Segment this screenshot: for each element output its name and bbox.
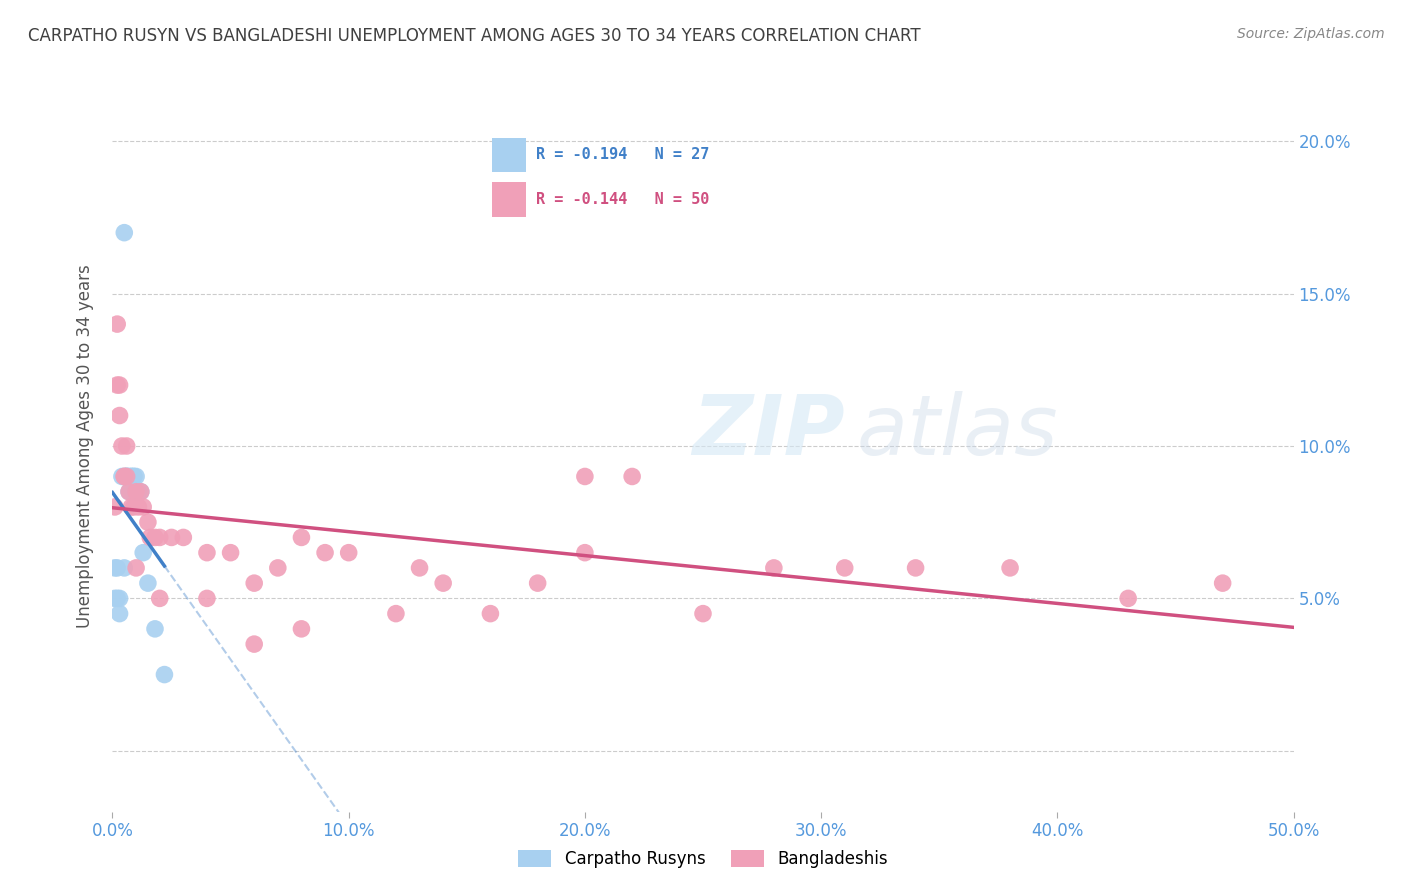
- Point: [104, 591, 127, 606]
- Point: [314, 546, 336, 560]
- Point: [290, 530, 312, 544]
- Point: [290, 622, 312, 636]
- Point: [149, 591, 172, 606]
- Point: [160, 530, 183, 544]
- Point: [105, 317, 128, 331]
- Point: [132, 546, 155, 560]
- Point: [125, 484, 148, 499]
- Point: [105, 378, 128, 392]
- Point: [125, 484, 148, 499]
- Point: [112, 469, 135, 483]
- Point: [149, 530, 172, 544]
- Point: [136, 576, 159, 591]
- Point: [127, 500, 149, 514]
- Point: [112, 226, 135, 240]
- Point: [105, 561, 128, 575]
- Point: [112, 469, 135, 483]
- Point: [385, 607, 408, 621]
- Point: [118, 484, 141, 499]
- Point: [172, 530, 194, 544]
- Point: [574, 546, 596, 560]
- Point: [692, 607, 714, 621]
- Text: ZIP: ZIP: [692, 391, 845, 472]
- Point: [111, 469, 134, 483]
- Point: [115, 469, 138, 483]
- Point: [195, 591, 218, 606]
- Point: [219, 546, 242, 560]
- Point: [143, 622, 166, 636]
- Point: [479, 607, 502, 621]
- Point: [122, 469, 145, 483]
- Point: [108, 591, 131, 606]
- Point: [998, 561, 1021, 575]
- Point: [122, 469, 145, 483]
- Point: [337, 546, 360, 560]
- Point: [762, 561, 785, 575]
- Point: [127, 484, 149, 499]
- Point: [104, 500, 127, 514]
- Point: [243, 637, 266, 651]
- Point: [243, 576, 266, 591]
- Point: [904, 561, 927, 575]
- Point: [111, 439, 134, 453]
- Point: [195, 546, 218, 560]
- Text: CARPATHO RUSYN VS BANGLADESHI UNEMPLOYMENT AMONG AGES 30 TO 34 YEARS CORRELATION: CARPATHO RUSYN VS BANGLADESHI UNEMPLOYME…: [28, 27, 921, 45]
- Point: [129, 484, 152, 499]
- Point: [112, 561, 135, 575]
- Point: [432, 576, 454, 591]
- Point: [1212, 576, 1234, 591]
- Point: [834, 561, 856, 575]
- Point: [132, 500, 155, 514]
- Point: [120, 500, 142, 514]
- Point: [125, 469, 148, 483]
- Point: [1116, 591, 1139, 606]
- Point: [105, 591, 128, 606]
- Point: [136, 515, 159, 529]
- Point: [574, 469, 596, 483]
- Point: [115, 469, 138, 483]
- Point: [621, 469, 644, 483]
- Point: [143, 530, 166, 544]
- Point: [115, 469, 138, 483]
- Legend: Carpatho Rusyns, Bangladeshis: Carpatho Rusyns, Bangladeshis: [512, 843, 894, 875]
- Point: [108, 378, 131, 392]
- Point: [526, 576, 548, 591]
- Point: [153, 667, 176, 681]
- Point: [118, 484, 141, 499]
- Point: [104, 561, 127, 575]
- Text: Source: ZipAtlas.com: Source: ZipAtlas.com: [1237, 27, 1385, 41]
- Point: [115, 439, 138, 453]
- Point: [120, 469, 142, 483]
- Point: [112, 469, 135, 483]
- Point: [115, 469, 138, 483]
- Point: [129, 484, 152, 499]
- Point: [122, 500, 145, 514]
- Point: [120, 469, 142, 483]
- Text: atlas: atlas: [856, 391, 1059, 472]
- Point: [267, 561, 290, 575]
- Y-axis label: Unemployment Among Ages 30 to 34 years: Unemployment Among Ages 30 to 34 years: [76, 264, 94, 628]
- Point: [118, 469, 141, 483]
- Point: [408, 561, 430, 575]
- Point: [139, 530, 162, 544]
- Point: [125, 561, 148, 575]
- Point: [108, 607, 131, 621]
- Point: [108, 409, 131, 423]
